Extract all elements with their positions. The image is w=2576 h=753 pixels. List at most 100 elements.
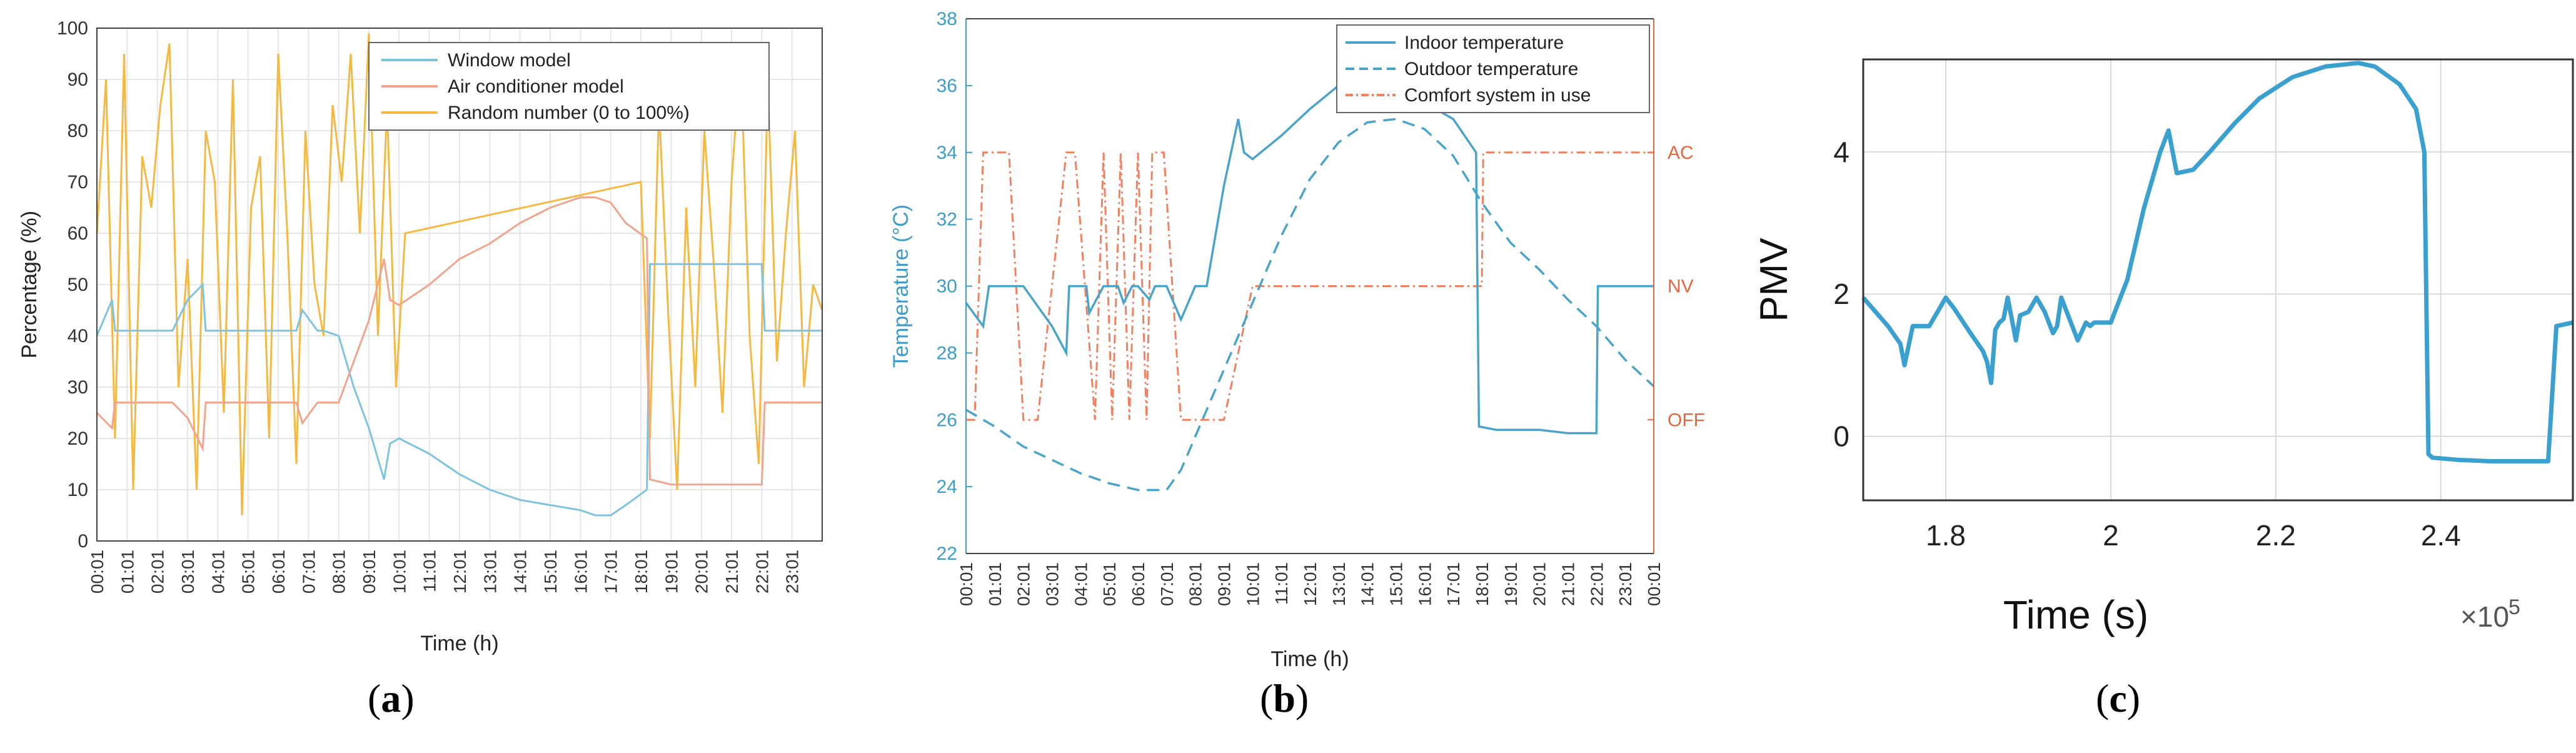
xtick-label: 16:01: [1415, 562, 1434, 606]
ytick-label: 100: [57, 18, 88, 39]
right-axis-label: OFF: [1668, 410, 1705, 430]
ytick-label: 4: [1833, 136, 1849, 168]
x-axis-label: Time (h): [420, 632, 498, 655]
ytick-label: 26: [937, 410, 957, 430]
ytick-label: 2: [1833, 278, 1849, 310]
series-line: [1863, 63, 2573, 462]
xtick-label: 01:01: [985, 562, 1005, 606]
ytick-label: 32: [937, 210, 957, 230]
xtick-label: 09:01: [1215, 562, 1234, 606]
xtick-label: 02:01: [1014, 562, 1034, 606]
x-multiplier-exponent: 5: [2508, 595, 2520, 619]
xtick-label: 19:01: [662, 550, 681, 594]
ytick-label: 0: [1833, 420, 1849, 453]
ytick-label: 60: [68, 223, 88, 244]
panel-label-a: (a): [368, 675, 415, 722]
panel-label-b: (b): [1260, 675, 1309, 722]
xtick-label: 01:01: [118, 550, 137, 594]
ytick-label: 34: [937, 143, 957, 163]
panel-b: 22 24 26 28 30 32 34 36 38 00:01 01:01 02:01 03:01 04…: [863, 0, 1719, 750]
series-line: [966, 86, 1654, 433]
xtick-label: 00:01: [88, 550, 107, 594]
chart-a: 0 10 20 30 40 50 60 70 80 90 100 00:01 01:01 02:01 03:…: [0, 0, 863, 750]
xtick-label: 00:01: [957, 562, 976, 606]
xtick-label: 22:01: [1587, 562, 1606, 606]
ytick-label: 50: [68, 275, 88, 295]
ytick-label: 70: [68, 172, 88, 193]
xtick-label: 03:01: [178, 550, 198, 594]
xtick-label: 06:01: [1129, 562, 1148, 606]
xtick-label: 05:01: [1100, 562, 1119, 606]
xtick-label: 16:01: [571, 550, 590, 594]
xtick-label: 22:01: [752, 550, 772, 594]
xtick-label: 2.2: [2256, 519, 2296, 552]
xtick-label: 08:01: [1186, 562, 1205, 606]
x-axis-label: Time (s): [2003, 592, 2148, 637]
xtick-label: 03:01: [1043, 562, 1062, 606]
ytick-label: 28: [937, 343, 957, 363]
xtick-label: 2.4: [2421, 519, 2461, 552]
xtick-label: 21:01: [722, 550, 742, 594]
xtick-label: 08:01: [330, 550, 349, 594]
xtick-label: 18:01: [1472, 562, 1492, 606]
right-axis-label: AC: [1668, 143, 1694, 163]
xtick-label: 15:01: [541, 550, 560, 594]
legend-entry: Random number (0 to 100%): [448, 103, 690, 123]
xtick-label: 11:01: [420, 550, 440, 592]
xtick-label: 14:01: [1358, 562, 1377, 606]
xtick-label: 21:01: [1559, 562, 1578, 606]
ytick-label: 38: [937, 9, 957, 29]
chart-b: 22242628303234363800:01 01:01 02:01 03:01 04…: [863, 0, 1719, 750]
legend-entry: Indoor temperature: [1404, 33, 1564, 53]
y-axis-label: PMV: [1753, 238, 1796, 322]
xtick-label: 07:01: [299, 550, 318, 594]
ytick-label: 40: [68, 326, 88, 346]
xtick-label: 10:01: [1243, 562, 1262, 606]
x-axis-label: Time (h): [1270, 647, 1349, 671]
xtick-label: 18:01: [631, 550, 651, 594]
xtick-label: 14:01: [511, 550, 530, 594]
xtick-label: 23:01: [1616, 562, 1635, 606]
xtick-label: 06:01: [269, 550, 288, 594]
xtick-label: 11:01: [1272, 562, 1291, 605]
right-axis-label: NV: [1668, 276, 1694, 297]
xtick-label: 10:01: [390, 550, 409, 594]
ytick-label: 90: [68, 69, 88, 90]
xtick-label: 00:01: [1644, 562, 1664, 606]
xtick-label: 05:01: [239, 550, 258, 594]
y-axis-label: Temperature (°C): [889, 205, 913, 368]
ytick-label: 80: [68, 121, 88, 141]
panel-label-c: (c): [2096, 675, 2140, 722]
xtick-label: 23:01: [783, 550, 802, 594]
xtick-label: 09:01: [360, 550, 379, 594]
xtick-label: 04:01: [208, 550, 228, 594]
ytick-label: 20: [68, 428, 88, 449]
xtick-label: 13:01: [1329, 562, 1349, 606]
y-axis-label: Percentage (%): [18, 211, 41, 358]
xtick-label: 17:01: [1444, 562, 1463, 606]
xtick-label: 20:01: [692, 550, 712, 594]
xtick-label: 1.8: [1926, 519, 1966, 552]
xtick-label: 15:01: [1387, 562, 1406, 606]
legend-entry: Outdoor temperature: [1404, 59, 1578, 79]
xtick-label: 12:01: [1301, 562, 1320, 606]
xtick-label: 13:01: [480, 550, 500, 594]
legend-entry: Window model: [448, 50, 571, 71]
xtick-label: 04:01: [1071, 562, 1090, 606]
xtick-label: 02:01: [148, 550, 168, 594]
x-multiplier: ×10: [2460, 600, 2509, 633]
xtick-label: 07:01: [1157, 562, 1177, 606]
xtick-label: 20:01: [1530, 562, 1549, 606]
ytick-label: 36: [937, 76, 957, 96]
xtick-label: 19:01: [1501, 562, 1521, 606]
chart-c: 0 2 4 1.8 2 2.2 2.4 Time (s) PMV ×105: [1719, 0, 2576, 750]
ytick-label: 30: [937, 276, 957, 297]
xtick-label: 12:01: [450, 550, 470, 594]
ytick-label: 0: [78, 531, 88, 552]
xtick-label: 17:01: [601, 550, 621, 594]
panel-c: 0 2 4 1.8 2 2.2 2.4 Time (s) PMV ×10 5: [1719, 0, 2576, 750]
ytick-label: 10: [68, 480, 88, 500]
panel-a: 0 10 20 30 40 50 60 70 80 90 100 00:01 01:01 02:01 03:…: [0, 0, 863, 750]
xtick-label: 2: [2103, 519, 2119, 552]
legend-entry: Air conditioner model: [448, 76, 624, 97]
